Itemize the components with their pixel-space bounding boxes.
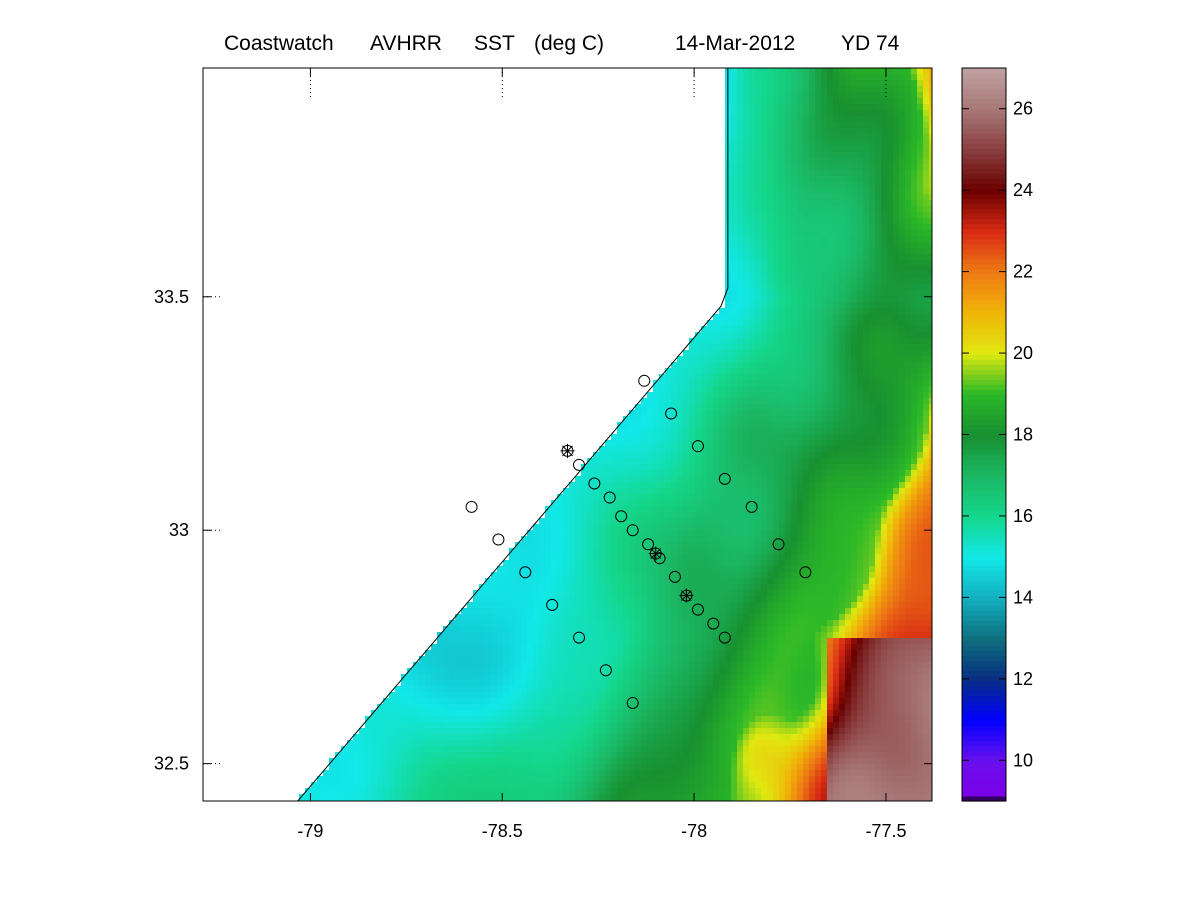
lon-tick-label: -79 <box>297 821 323 841</box>
title-sensor: AVHRR <box>370 32 442 55</box>
title-date: 14-Mar-2012 <box>675 32 795 55</box>
station-circle <box>642 538 655 551</box>
colorbar-tick-label: 26 <box>1013 99 1033 119</box>
station-circle <box>626 524 639 537</box>
colorbar-tick-label: 20 <box>1013 343 1033 363</box>
station-circle <box>465 500 478 513</box>
colorbar-tick-label: 22 <box>1013 262 1033 282</box>
colorbar-tick-label: 24 <box>1013 180 1033 200</box>
lon-tick-label: -77.5 <box>865 821 906 841</box>
station-circle <box>691 440 704 453</box>
sst-field <box>203 68 932 801</box>
station-circle <box>799 566 812 579</box>
title-source: Coastwatch <box>224 32 334 55</box>
colorbar-tick-label: 12 <box>1013 669 1033 689</box>
lon-tick-label: -78 <box>681 821 707 841</box>
station-circle <box>615 510 628 523</box>
station-circle <box>707 617 720 630</box>
station-circle <box>546 598 559 611</box>
colorbar-gradient <box>962 68 1006 802</box>
title-product: SST <box>474 32 515 55</box>
lat-tick-label: 32.5 <box>154 754 189 774</box>
station-circle <box>588 477 601 490</box>
colorbar-tick-label: 18 <box>1013 425 1033 445</box>
colorbar-axis: 10 12 14 16 18 20 22 24 26 <box>962 99 1033 770</box>
station-cross-marker <box>679 588 694 603</box>
station-circle <box>599 664 612 677</box>
station-markers <box>465 374 812 709</box>
title-units: (deg C) <box>534 32 604 55</box>
figure-title: Coastwatch AVHRR SST (deg C) 14-Mar-2012… <box>224 32 900 55</box>
lon-tick-label: -78.5 <box>482 821 523 841</box>
station-circle <box>653 552 666 565</box>
colorbar: 10 12 14 16 18 20 22 24 26 <box>961 67 1033 802</box>
map-axes: -79 -78.5 -78 -77.5 33.5 33 32.5 <box>154 68 932 841</box>
lat-tick-label: 33.5 <box>154 287 189 307</box>
title-yearday: YD 74 <box>841 32 900 55</box>
station-circle <box>745 500 758 513</box>
station-circle <box>603 491 616 504</box>
station-circle <box>668 570 681 583</box>
station-circle <box>573 631 586 644</box>
station-circle <box>492 533 505 546</box>
station-cross-marker <box>560 443 575 458</box>
station-circle <box>519 566 532 579</box>
lat-tick-label: 33 <box>169 520 189 540</box>
colorbar-tick-label: 16 <box>1013 506 1033 526</box>
station-circle <box>772 538 785 551</box>
station-cross-marker <box>648 546 663 561</box>
station-circle <box>718 631 731 644</box>
station-circle <box>718 472 731 485</box>
map-frame <box>202 67 933 802</box>
station-circle <box>638 374 651 387</box>
sst-map <box>203 68 932 801</box>
station-circle <box>665 407 678 420</box>
colorbar-tick-label: 14 <box>1013 587 1033 607</box>
station-circle <box>626 696 639 709</box>
station-circle <box>573 458 586 471</box>
station-circle <box>691 603 704 616</box>
colorbar-tick-label: 10 <box>1013 750 1033 770</box>
land-mask <box>297 68 729 801</box>
